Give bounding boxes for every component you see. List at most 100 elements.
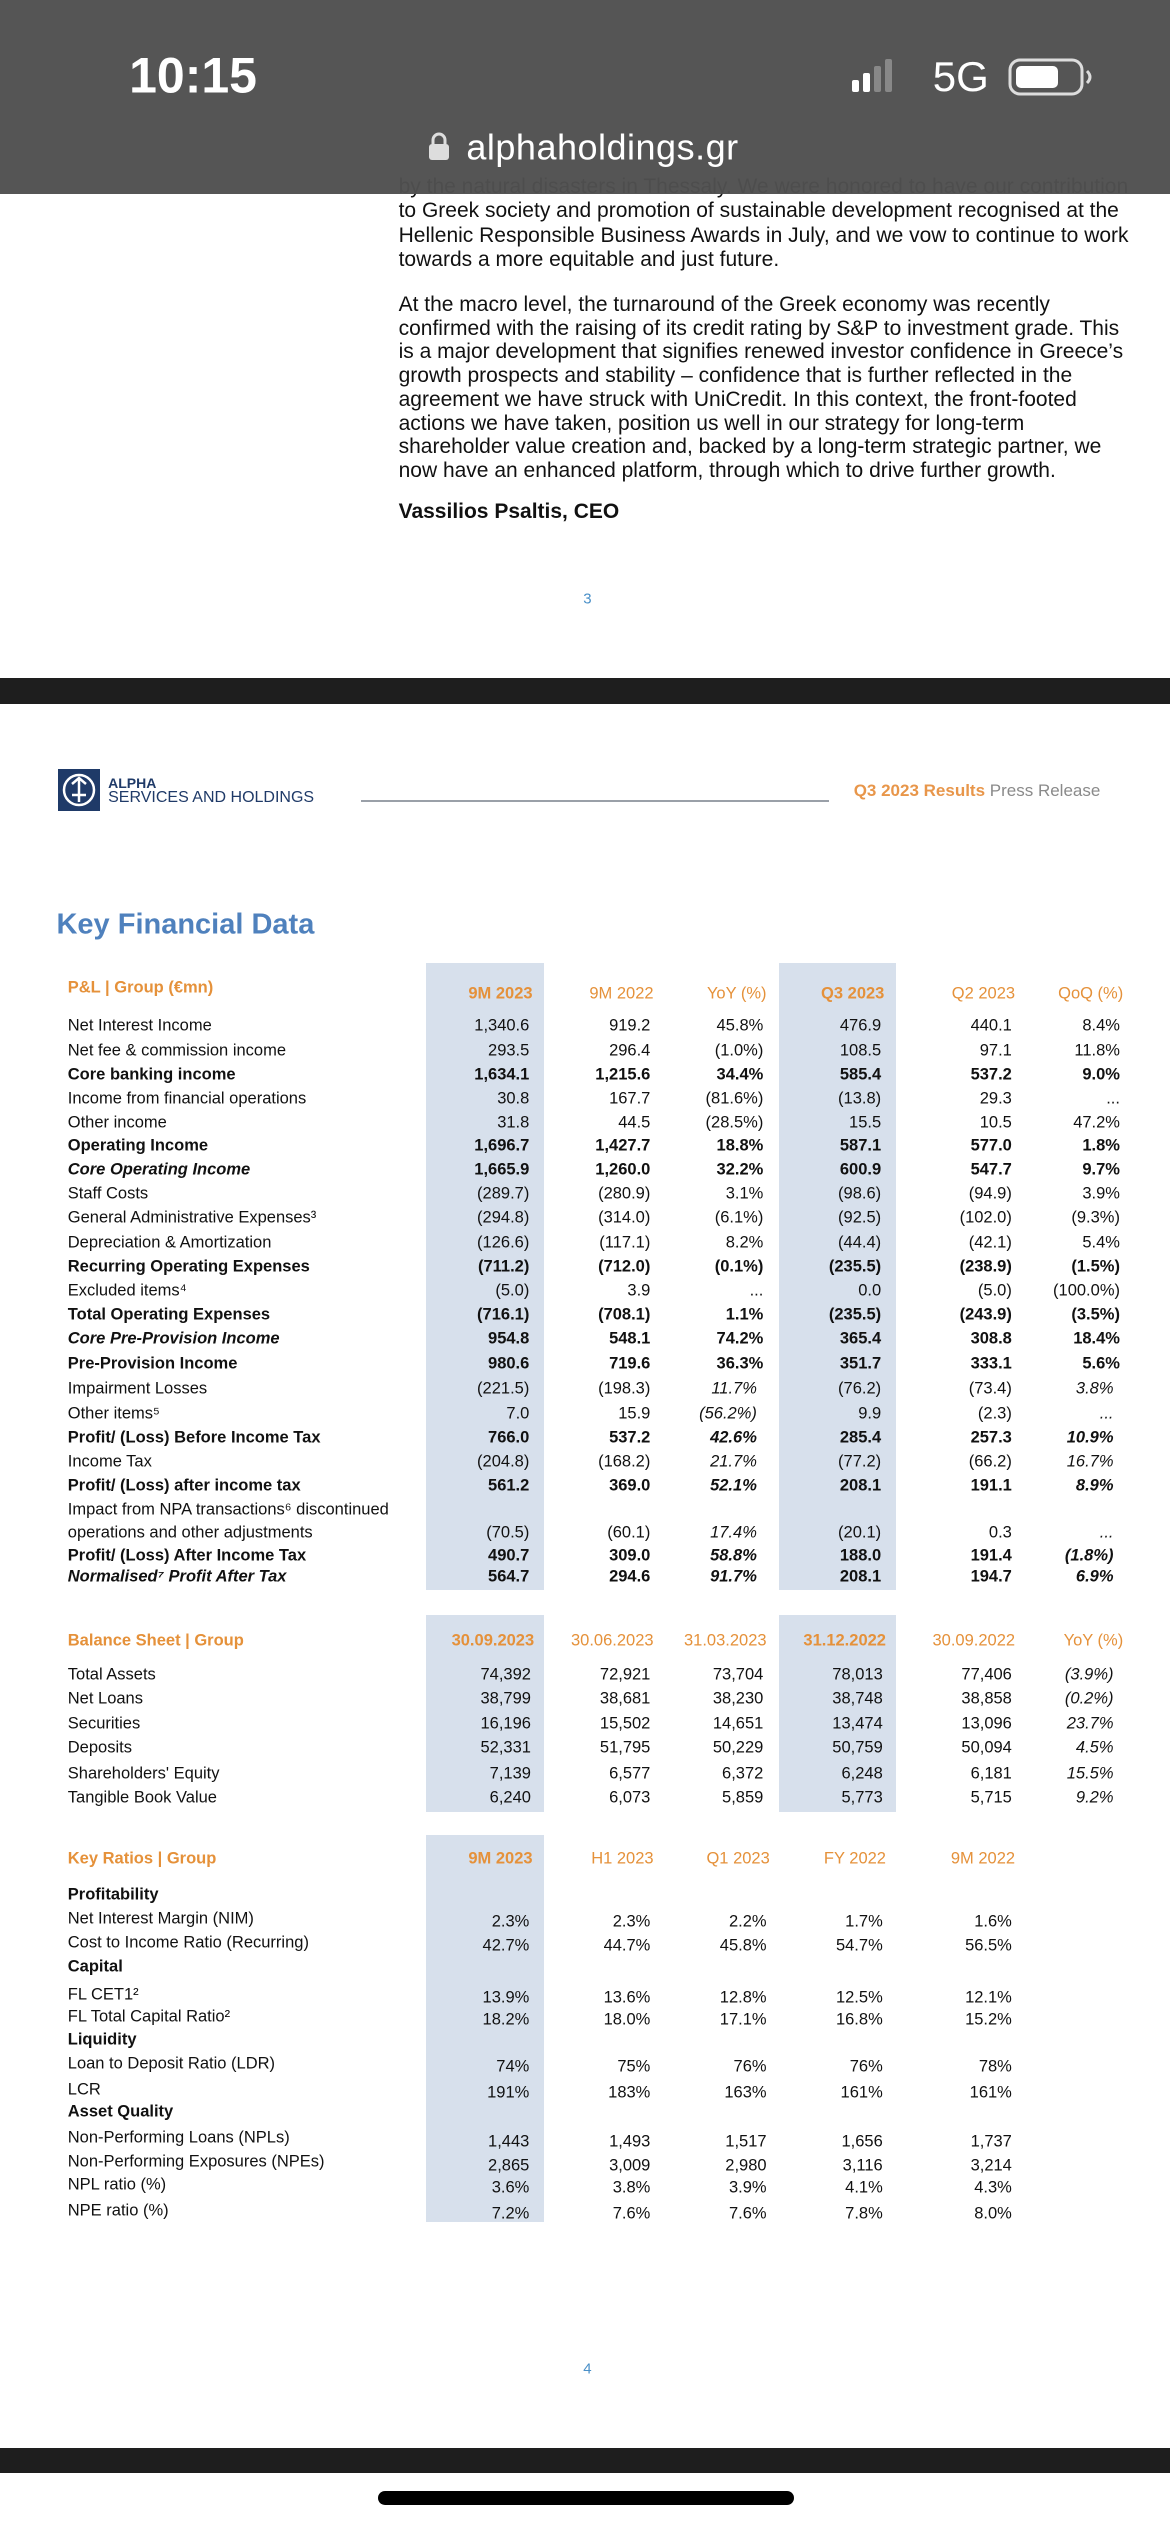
column-header: 9M 2023 — [468, 1849, 533, 1868]
row-label: Capital — [67, 1957, 123, 1976]
cell-value: 50,229 — [712, 1738, 764, 1757]
cell-value: (314.0) — [598, 1208, 651, 1227]
cell-value: 78% — [978, 2057, 1012, 2076]
cell-value: 15.5% — [1066, 1764, 1114, 1783]
cell-value: 54.7% — [835, 1936, 883, 1955]
cell-value: 3,214 — [970, 2156, 1012, 2175]
cell-value: 5,859 — [722, 1788, 764, 1807]
cell-value: (0.1%) — [714, 1257, 764, 1276]
text-line: now have an enhanced platform, through w… — [398, 458, 1056, 482]
cell-value: 45.8% — [716, 1016, 764, 1035]
cell-value: 44.5 — [618, 1113, 651, 1132]
cell-value: 161% — [969, 2083, 1012, 2102]
cell-value: 6,577 — [609, 1764, 651, 1783]
cell-value: 0.3 — [988, 1523, 1012, 1542]
cell-value: 2,980 — [725, 2156, 767, 2175]
cell-value: 1,260.0 — [595, 1160, 651, 1179]
cell-value: (42.1) — [968, 1233, 1012, 1252]
cell-value: 12.1% — [965, 1988, 1012, 2007]
row-label: Impairment Losses — [67, 1379, 208, 1398]
cell-value: 293.5 — [488, 1041, 530, 1060]
cell-value: 76% — [849, 2057, 883, 2076]
row-label: Staff Costs — [67, 1184, 149, 1203]
row-label: Profitability — [67, 1885, 159, 1904]
cell-value: 14,651 — [712, 1714, 764, 1733]
cell-value: (76.2) — [838, 1379, 882, 1398]
table-title: Key Ratios | Group — [67, 1849, 217, 1868]
cell-value: 13.6% — [603, 1988, 651, 2007]
cell-value: 38,748 — [832, 1689, 883, 1708]
row-label: Excluded items⁴ — [67, 1281, 187, 1300]
text-line: Hellenic Responsible Business Awards in … — [398, 223, 1129, 247]
cell-value: 52.1% — [710, 1476, 757, 1495]
cell-value: 1,634.1 — [474, 1065, 530, 1084]
row-label: Total Assets — [67, 1665, 156, 1684]
cell-value: 2.3% — [491, 1912, 530, 1931]
row-label: Operating Income — [67, 1136, 209, 1155]
cell-value: (221.5) — [477, 1379, 530, 1398]
cell-value: 42.6% — [710, 1428, 757, 1447]
row-label: Cost to Income Ratio (Recurring) — [67, 1933, 309, 1952]
cell-value: 13.9% — [482, 1988, 530, 2007]
cell-value: 23.7% — [1066, 1714, 1114, 1733]
row-label: Shareholders' Equity — [67, 1764, 220, 1783]
cell-value: ... — [749, 1281, 764, 1300]
cell-value: (3.5%) — [1071, 1305, 1120, 1324]
cell-value: (126.6) — [477, 1233, 530, 1252]
cell-value: 2.2% — [728, 1912, 767, 1931]
cell-value: (708.1) — [598, 1305, 651, 1324]
table-title: P&L | Group (€mn) — [67, 978, 214, 997]
header-rule — [361, 800, 829, 802]
cell-value: 17.1% — [719, 2010, 767, 2029]
column-header: Q2 2023 — [951, 984, 1016, 1003]
cell-value: 18.0% — [603, 2010, 651, 2029]
row-label: General Administrative Expenses³ — [67, 1208, 317, 1227]
cell-value: 6.9% — [1075, 1567, 1114, 1586]
cell-value: 490.7 — [488, 1546, 530, 1565]
row-label: operations and other adjustments — [67, 1523, 313, 1542]
column-header: 30.06.2023 — [571, 1631, 654, 1650]
cell-value: (716.1) — [477, 1305, 530, 1324]
shaded-column — [426, 963, 544, 1590]
cell-value: 38,230 — [712, 1689, 764, 1708]
cell-value: 3.9% — [728, 2178, 767, 2197]
cell-value: 15.2% — [965, 2010, 1012, 2029]
row-label: Profit/ (Loss) Before Income Tax — [67, 1428, 321, 1447]
cell-value: 56.5% — [965, 1936, 1012, 1955]
battery-icon — [1008, 58, 1092, 96]
cell-value: 1,427.7 — [595, 1136, 651, 1155]
cell-value: ... — [1106, 1089, 1120, 1108]
cell-value: (81.6%) — [705, 1089, 764, 1108]
column-header: 9M 2022 — [950, 1849, 1016, 1868]
text-line: is a major development that signifies re… — [398, 340, 1124, 364]
cell-value: 191.4 — [970, 1546, 1012, 1565]
cell-value: 163% — [724, 2083, 767, 2102]
cell-value: 4.1% — [845, 2178, 883, 2197]
cell-value: (6.1%) — [714, 1208, 764, 1227]
row-label: Tangible Book Value — [67, 1788, 217, 1807]
cell-value: 5.6% — [1082, 1354, 1120, 1373]
home-indicator[interactable] — [378, 2491, 794, 2505]
shaded-column — [779, 1615, 896, 1813]
cell-value: 3,116 — [842, 2156, 883, 2175]
cell-value: 36.3% — [716, 1354, 764, 1373]
table-title: Balance Sheet | Group — [67, 1631, 244, 1650]
cell-value: 561.2 — [488, 1476, 530, 1495]
cell-value: 7,139 — [489, 1764, 531, 1783]
row-label: Asset Quality — [67, 2102, 174, 2121]
row-label: Income Tax — [67, 1452, 152, 1471]
shaded-column — [426, 1615, 544, 1813]
cell-value: 76% — [733, 2057, 767, 2076]
column-header: QoQ (%) — [1058, 984, 1124, 1003]
cell-value: 3.8% — [1075, 1379, 1114, 1398]
cell-value: 3.8% — [612, 2178, 651, 2197]
logo-text: SERVICES AND HOLDINGS — [108, 788, 315, 806]
cell-value: 167.7 — [609, 1089, 651, 1108]
cell-value: (1.5%) — [1071, 1257, 1120, 1276]
cell-value: 75% — [617, 2057, 651, 2076]
cell-value: 587.1 — [839, 1136, 882, 1155]
cell-value: (20.1) — [838, 1523, 882, 1542]
cell-value: 365.4 — [839, 1329, 882, 1348]
cell-value: 6,372 — [722, 1764, 764, 1783]
row-label: Other items⁵ — [67, 1404, 160, 1423]
